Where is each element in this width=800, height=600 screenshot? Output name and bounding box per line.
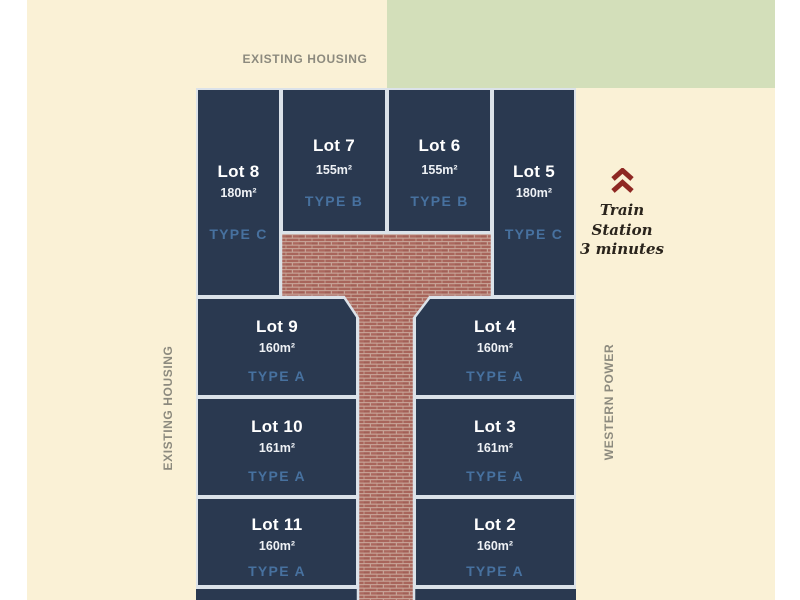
lot-name: Lot 2 bbox=[473, 515, 517, 534]
lot-9: Lot 9 160m² TYPE A bbox=[196, 297, 358, 397]
lot-3: Lot 3 161m² TYPE A bbox=[414, 397, 576, 497]
lot-type: TYPE A bbox=[466, 563, 524, 579]
train-note-line3: 3 minutes bbox=[580, 240, 664, 258]
lot-name: Lot 7 bbox=[312, 136, 356, 155]
lot-name: Lot 4 bbox=[473, 317, 517, 336]
lot-area: 160m² bbox=[476, 341, 514, 355]
lot-type: TYPE B bbox=[410, 193, 469, 209]
lot-type: TYPE A bbox=[248, 468, 306, 484]
lot-name: Lot 11 bbox=[251, 515, 303, 534]
lot-7: Lot 7 155m² TYPE B bbox=[281, 88, 387, 233]
lot-type: TYPE A bbox=[466, 368, 524, 384]
lot-name: Lot 10 bbox=[251, 417, 303, 436]
lot-area: 160m² bbox=[476, 539, 514, 553]
lot-type: TYPE C bbox=[504, 226, 564, 242]
lot-area: 155m² bbox=[421, 163, 458, 177]
lot-4: Lot 4 160m² TYPE A bbox=[414, 297, 576, 397]
lot-area: 161m² bbox=[258, 441, 296, 455]
lot-name: Lot 6 bbox=[418, 136, 461, 155]
existing-housing-top-label: EXISTING HOUSING bbox=[242, 52, 368, 66]
lot-area: 180m² bbox=[515, 186, 553, 200]
lot-5: Lot 5 180m² TYPE C bbox=[492, 88, 576, 297]
western-power-label: WESTERN POWER bbox=[602, 343, 616, 461]
lot-8: Lot 8 180m² TYPE C bbox=[196, 88, 281, 297]
lot-type: TYPE A bbox=[248, 563, 306, 579]
lot-11: Lot 11 160m² TYPE A bbox=[196, 497, 358, 587]
lot-area: 161m² bbox=[476, 441, 514, 455]
lot-type: TYPE A bbox=[466, 468, 524, 484]
lot-name: Lot 8 bbox=[217, 162, 260, 181]
train-note-line2: Station bbox=[591, 220, 653, 239]
lot-area: 160m² bbox=[258, 539, 296, 553]
lot-name: Lot 9 bbox=[255, 317, 299, 336]
lot-2: Lot 2 160m² TYPE A bbox=[414, 497, 576, 587]
existing-housing-left-label: EXISTING HOUSING bbox=[161, 345, 175, 471]
up-chevrons-icon bbox=[611, 168, 634, 193]
partial-lot-strip bbox=[196, 587, 576, 600]
lot-type: TYPE A bbox=[248, 368, 306, 384]
lot-type: TYPE B bbox=[304, 193, 364, 209]
lot-name: Lot 5 bbox=[512, 162, 556, 181]
lot-6: Lot 6 155m² TYPE B bbox=[387, 88, 492, 233]
train-note-line1: Train bbox=[599, 201, 645, 219]
lot-type: TYPE C bbox=[209, 226, 268, 242]
lot-area: 155m² bbox=[315, 163, 353, 177]
lot-name: Lot 3 bbox=[473, 417, 517, 436]
green-reserve-area bbox=[387, 0, 775, 88]
lot-10: Lot 10 161m² TYPE A bbox=[196, 397, 358, 497]
lot-area: 160m² bbox=[258, 341, 296, 355]
lot-area: 180m² bbox=[220, 186, 257, 200]
train-station-note: Train Station 3 minutes bbox=[577, 201, 667, 260]
